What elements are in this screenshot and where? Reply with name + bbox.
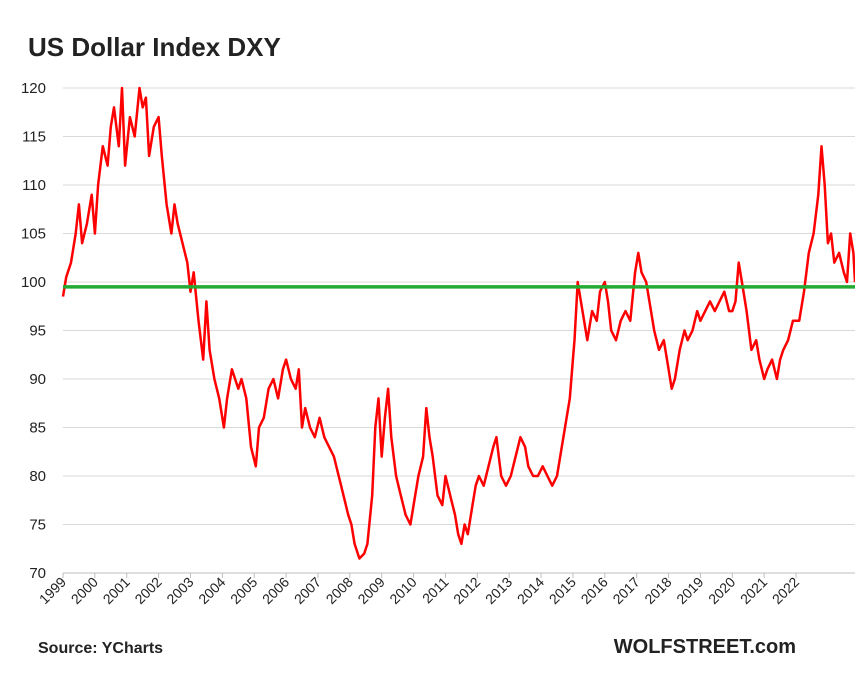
data-line [61,86,855,560]
x-tick-label: 2021 [737,574,770,607]
y-tick-label: 70 [29,565,46,582]
y-tick-label: 95 [29,323,46,340]
y-tick-label: 75 [29,517,46,534]
x-tick-label: 2022 [769,574,802,607]
chart-title: US Dollar Index DXY [28,32,281,62]
y-tick-label: 105 [21,226,46,243]
x-tick-label: 2013 [482,574,515,607]
x-tick-label: 2016 [578,574,611,607]
x-tick-label: 2008 [323,574,356,607]
x-tick-label: 2018 [641,574,674,607]
x-tick-label: 2017 [609,574,642,607]
credit: WOLFSTREET.com [614,636,796,658]
x-tick-label: 2009 [354,574,387,607]
x-tick-label: 2012 [450,574,483,607]
y-tick-label: 110 [22,177,46,194]
y-tick-label: 85 [29,420,46,437]
x-tick-label: 2019 [673,574,706,607]
x-tick-label: 2006 [259,574,292,607]
x-tick-label: 2014 [514,574,547,607]
y-tick-label: 100 [21,274,46,291]
x-tick-label: 2020 [705,574,738,607]
x-tick-label: 2002 [131,574,164,607]
y-tick-label: 90 [29,371,46,388]
x-tick-label: 2007 [291,574,324,607]
x-tick-label: 2004 [195,574,228,607]
x-tick-label: 2003 [163,574,196,607]
x-tick-label: 2000 [68,574,101,607]
y-tick-label: 115 [22,129,46,146]
x-tick-label: 2015 [546,574,579,607]
x-tick-label: 2005 [227,574,260,607]
x-tick-label: 2001 [100,574,133,607]
source: Source: YCharts [38,640,163,657]
x-tick-label: 2011 [419,574,452,607]
x-tick-label: 2010 [386,574,419,607]
y-tick-label: 120 [21,80,46,97]
y-tick-label: 80 [29,468,46,485]
